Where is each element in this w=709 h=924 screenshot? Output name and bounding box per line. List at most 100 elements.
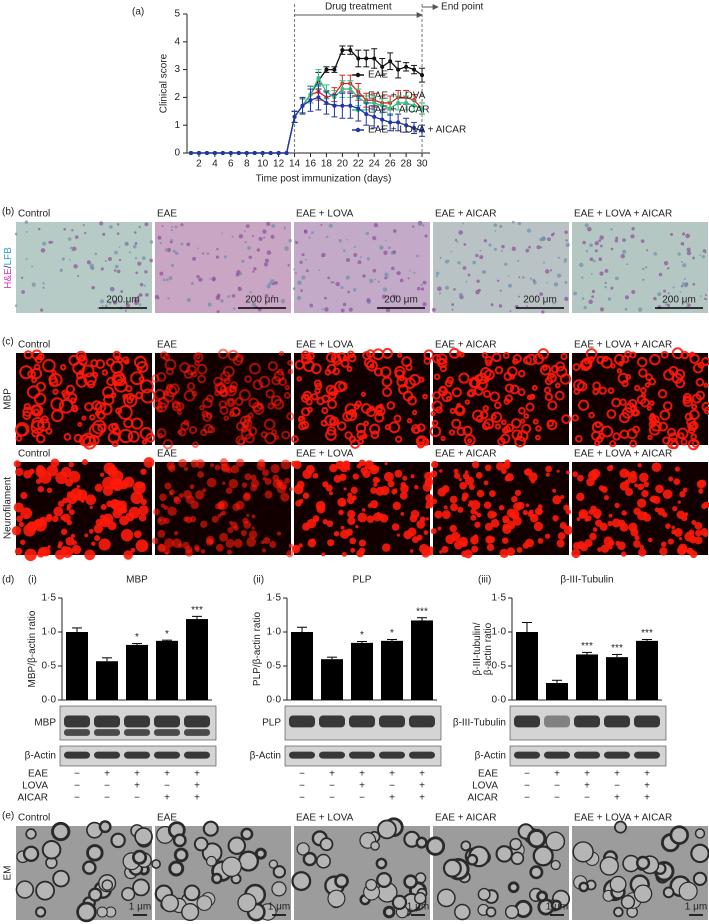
point (252, 151, 257, 155)
texture (621, 510, 627, 516)
texture (15, 422, 30, 437)
texture (577, 399, 590, 411)
texture (557, 256, 560, 259)
texture (109, 499, 120, 510)
texture (215, 503, 222, 510)
point (340, 103, 345, 108)
texture (561, 414, 572, 425)
texture (705, 294, 707, 297)
texture (498, 505, 505, 511)
texture (677, 545, 687, 555)
texture (504, 383, 515, 393)
texture (485, 906, 497, 918)
texture (504, 262, 508, 266)
texture (589, 243, 593, 247)
texture (240, 425, 248, 433)
texture (256, 461, 266, 471)
texture (372, 476, 380, 484)
texture (458, 536, 468, 546)
texture (386, 401, 396, 410)
texture (483, 501, 492, 509)
texture (112, 427, 121, 436)
texture (362, 469, 371, 479)
texture (70, 404, 79, 413)
texture (594, 241, 599, 246)
texture (511, 418, 522, 429)
texture (243, 492, 251, 500)
micrograph: 1 μm (291, 817, 430, 920)
texture (510, 851, 525, 866)
texture (209, 278, 211, 281)
scale-bar-label: 1 μm (685, 902, 707, 913)
texture (516, 501, 525, 510)
texture (686, 547, 692, 554)
image-bg (155, 222, 291, 313)
texture (647, 434, 653, 440)
texture (15, 434, 23, 442)
texture (667, 267, 670, 270)
texture (494, 423, 502, 430)
texture (355, 422, 367, 434)
texture (686, 247, 691, 252)
texture (325, 352, 337, 363)
texture (679, 291, 682, 293)
texture (292, 287, 296, 291)
point (348, 48, 353, 53)
scale-bar-label: 200 μm (523, 295, 557, 306)
texture (92, 371, 99, 378)
texture (654, 507, 660, 513)
blot-band (184, 751, 210, 759)
texture (550, 269, 553, 272)
texture (701, 255, 705, 259)
texture (565, 470, 570, 475)
texture (600, 486, 608, 493)
texture (233, 538, 243, 548)
texture (700, 528, 709, 536)
texture (226, 549, 233, 555)
texture (100, 503, 107, 510)
texture (63, 227, 66, 231)
texture (529, 393, 536, 400)
texture (124, 309, 127, 312)
texture (61, 257, 65, 261)
texture (690, 843, 709, 864)
blot-label: β-Actin (475, 751, 506, 762)
texture (525, 248, 530, 253)
x-tick-label: 22 (353, 159, 365, 170)
texture (230, 465, 240, 474)
texture (495, 845, 514, 863)
texture (461, 492, 469, 500)
texture (374, 278, 376, 281)
texture (305, 398, 313, 406)
texture (458, 292, 463, 297)
texture (110, 422, 119, 431)
texture (669, 825, 689, 845)
texture (280, 492, 290, 502)
texture (451, 418, 462, 429)
texture (281, 430, 291, 440)
texture (681, 261, 683, 263)
bar (156, 640, 178, 700)
texture (350, 486, 358, 494)
texture (585, 348, 598, 360)
texture (608, 513, 613, 518)
texture (68, 237, 72, 241)
texture (329, 416, 339, 427)
texture (284, 477, 290, 484)
point (364, 56, 369, 61)
texture (321, 252, 326, 258)
texture (206, 535, 215, 544)
blot-band (409, 751, 435, 759)
texture (325, 429, 337, 441)
point (348, 87, 353, 92)
texture (550, 899, 562, 911)
texture (70, 397, 77, 404)
texture (462, 425, 473, 436)
texture (77, 421, 83, 427)
texture (332, 367, 341, 376)
texture (556, 469, 560, 473)
texture (686, 302, 688, 305)
texture (391, 488, 398, 495)
texture (411, 409, 418, 416)
texture (370, 487, 377, 494)
